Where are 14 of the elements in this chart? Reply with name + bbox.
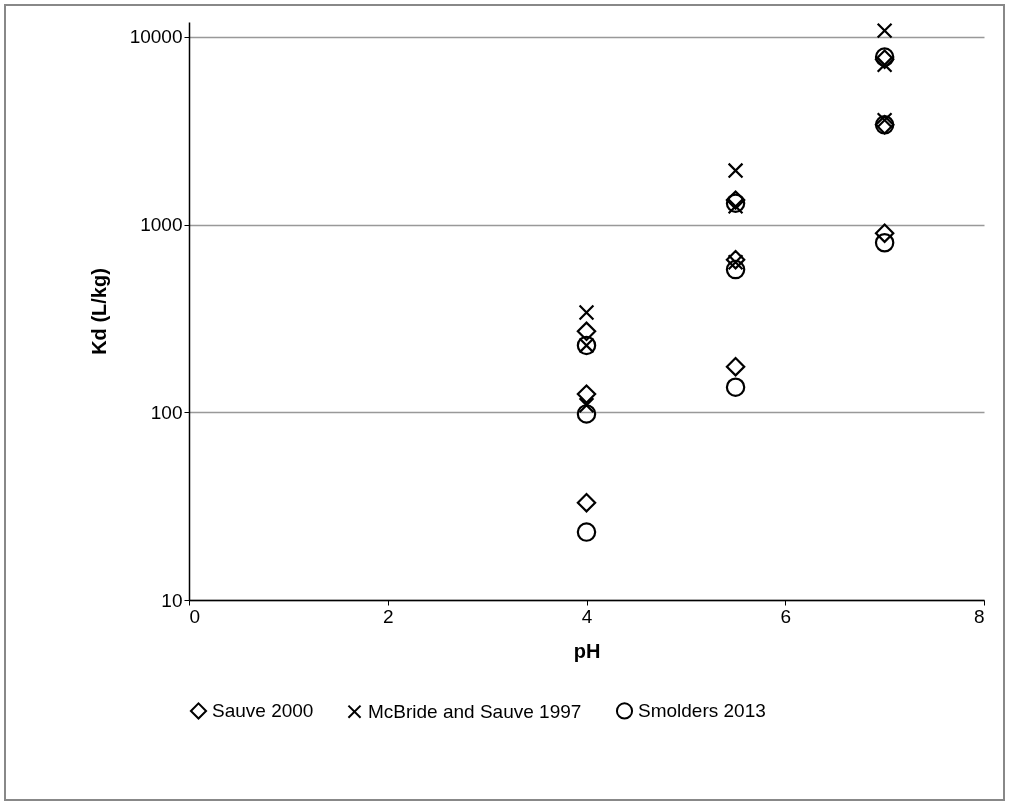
x-tick-label: 4	[581, 605, 593, 627]
legend-label: Sauve 2000	[212, 699, 314, 721]
x-tick-label: 8	[973, 605, 985, 627]
y-axis-title: Kd (L/kg)	[87, 268, 110, 355]
legend-label: McBride and Sauve 1997	[368, 700, 582, 722]
x-tick-label: 2	[382, 605, 394, 627]
y-tick-label: 10	[161, 589, 183, 611]
x-tick-label: 0	[189, 605, 201, 627]
y-tick-label: 100	[150, 401, 183, 423]
x-tick-label: 6	[780, 605, 792, 627]
y-tick-label: 1000	[140, 214, 183, 236]
x-axis-title: pH	[573, 639, 601, 662]
y-tick-label: 10000	[129, 26, 183, 48]
legend-label: Smolders 2013	[638, 699, 766, 721]
